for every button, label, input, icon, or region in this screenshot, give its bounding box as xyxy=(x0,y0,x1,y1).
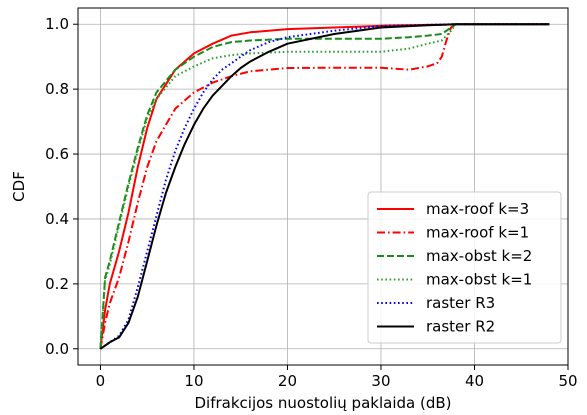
legend-label: max-obst k=1 xyxy=(426,271,532,289)
legend-label: raster R2 xyxy=(426,318,495,336)
series-line-3 xyxy=(99,23,550,349)
series-line-2 xyxy=(99,23,550,349)
y-tick-label: 0.2 xyxy=(45,275,69,293)
x-tick-label: 40 xyxy=(465,372,484,390)
series-line-1 xyxy=(99,23,550,349)
y-tick-label: 1.0 xyxy=(45,15,69,33)
y-tick-label: 0.4 xyxy=(45,210,69,228)
y-tick-label: 0.8 xyxy=(45,80,69,98)
tick-layer: 0 10 20 30 40 50 0.0 0.2 0.4 0.6 0.8 1.0 xyxy=(45,15,577,390)
x-tick-label: 0 xyxy=(96,372,106,390)
x-tick-label: 30 xyxy=(371,372,390,390)
legend-label: max-roof k=1 xyxy=(426,224,529,242)
series-layer xyxy=(99,23,550,350)
legend-label: max-roof k=3 xyxy=(426,200,529,218)
x-tick-label: 10 xyxy=(184,372,203,390)
legend-label: raster R3 xyxy=(426,294,495,312)
x-tick-label: 20 xyxy=(278,372,297,390)
y-tick-label: 0.0 xyxy=(45,340,69,358)
legend-label: max-obst k=2 xyxy=(426,247,532,265)
series-line-4 xyxy=(99,23,550,350)
x-axis-label: Difrakcijos nuostolių paklaida (dB) xyxy=(195,394,452,412)
plot-frame xyxy=(77,7,569,366)
series-line-5 xyxy=(99,23,550,350)
y-axis-label: CDF xyxy=(10,171,28,202)
x-tick-label: 50 xyxy=(558,372,577,390)
legend: max-roof k=3 max-roof k=1 max-obst k=2 max-… xyxy=(367,191,562,344)
y-tick-label: 0.6 xyxy=(45,145,69,163)
legend-box xyxy=(367,191,562,344)
